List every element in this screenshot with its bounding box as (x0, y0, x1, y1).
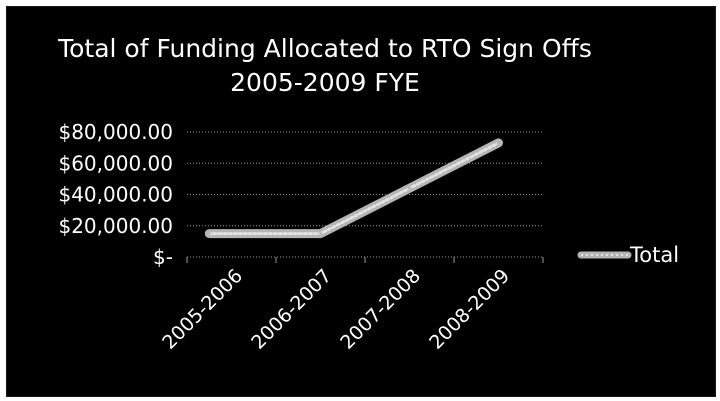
y-tick-label: $20,000.00 (58, 214, 173, 238)
series-line-texture (207, 141, 500, 236)
chart-subtitle: 2005-2009 FYE (230, 68, 420, 97)
y-tick-label: $80,000.00 (58, 120, 173, 144)
legend-label-total: Total (629, 243, 679, 267)
x-tick-label: 2008-2009 (425, 265, 514, 354)
y-tick-label: $40,000.00 (58, 183, 173, 207)
chart-area: Total of Funding Allocated to RTO Sign O… (6, 6, 716, 397)
chart-svg: Total of Funding Allocated to RTO Sign O… (57, 34, 679, 354)
y-tick-label: $- (153, 245, 173, 269)
x-tick-label: 2007-2008 (336, 265, 425, 354)
x-tick-label: 2005-2006 (158, 265, 247, 354)
data-point (319, 232, 322, 236)
data-point (408, 186, 411, 190)
data-point (497, 141, 500, 145)
chart-title: Total of Funding Allocated to RTO Sign O… (57, 34, 592, 63)
y-tick-label: $60,000.00 (58, 151, 173, 175)
data-point (207, 232, 211, 236)
x-tick-label: 2006-2007 (247, 265, 336, 354)
series-line-total (204, 138, 503, 239)
